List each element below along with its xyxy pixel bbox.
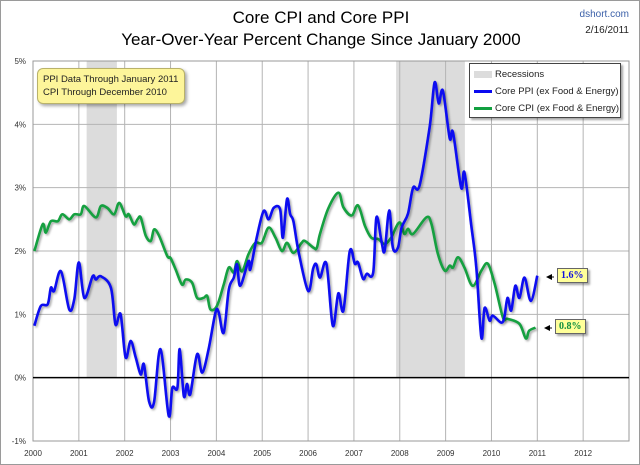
ppi-swatch [474, 89, 492, 93]
legend-label: Core CPI (ex Food & Energy) [495, 102, 620, 114]
chart-subtitle: Year-Over-Year Percent Change Since Janu… [121, 30, 521, 49]
legend-item-recessions: Recessions [474, 67, 544, 81]
recession-band [86, 61, 117, 378]
ppi-line [33, 80, 539, 418]
x-tick-label: 2008 [391, 449, 409, 458]
y-tick-label: 4% [14, 120, 26, 129]
legend: Recessions Core PPI (ex Food & Energy) C… [469, 63, 621, 118]
chart-title: Core CPI and Core PPI [232, 8, 410, 27]
ppi-arrow-icon-head [546, 274, 552, 280]
cpi-line [33, 191, 537, 340]
note-line-ppi: PPI Data Through January 2011 [43, 74, 179, 85]
x-tick-label: 2009 [437, 449, 455, 458]
y-tick-label: 3% [14, 184, 26, 193]
y-tick-label: 0% [14, 374, 26, 383]
note-line-cpi: CPI Through December 2010 [43, 87, 167, 98]
ppi-end-label: 1.6% [557, 268, 588, 283]
y-tick-label: 2% [14, 247, 26, 256]
legend-label: Recessions [495, 68, 545, 80]
y-tick-label: -1% [12, 437, 26, 446]
legend-label: Core PPI (ex Food & Energy) [495, 85, 619, 97]
x-tick-label: 2003 [162, 449, 180, 458]
date-label: 2/16/2011 [585, 25, 629, 36]
y-tick-label: 5% [14, 57, 26, 66]
legend-item-ppi: Core PPI (ex Food & Energy) [474, 84, 619, 98]
cpi-arrow-icon-head [544, 325, 550, 331]
x-tick-label: 2005 [253, 449, 271, 458]
x-tick-label: 2007 [345, 449, 363, 458]
data-note: PPI Data Through January 2011 CPI Throug… [37, 68, 185, 104]
x-tick-label: 2010 [483, 449, 501, 458]
x-tick-label: 2002 [116, 449, 134, 458]
x-tick-label: 2012 [574, 449, 592, 458]
recession-swatch [474, 70, 492, 78]
y-tick-label: 1% [14, 310, 26, 319]
source-label: dshort.com [579, 9, 629, 20]
plot-border [32, 60, 630, 442]
x-tick-label: 2011 [529, 449, 547, 458]
x-tick-label: 2006 [299, 449, 317, 458]
cpi-end-label: 0.8% [555, 319, 586, 334]
x-tick-label: 2000 [24, 449, 42, 458]
x-tick-label: 2001 [70, 449, 88, 458]
legend-item-cpi: Core CPI (ex Food & Energy) [474, 101, 619, 115]
x-tick-label: 2004 [207, 449, 225, 458]
cpi-swatch [474, 106, 492, 110]
